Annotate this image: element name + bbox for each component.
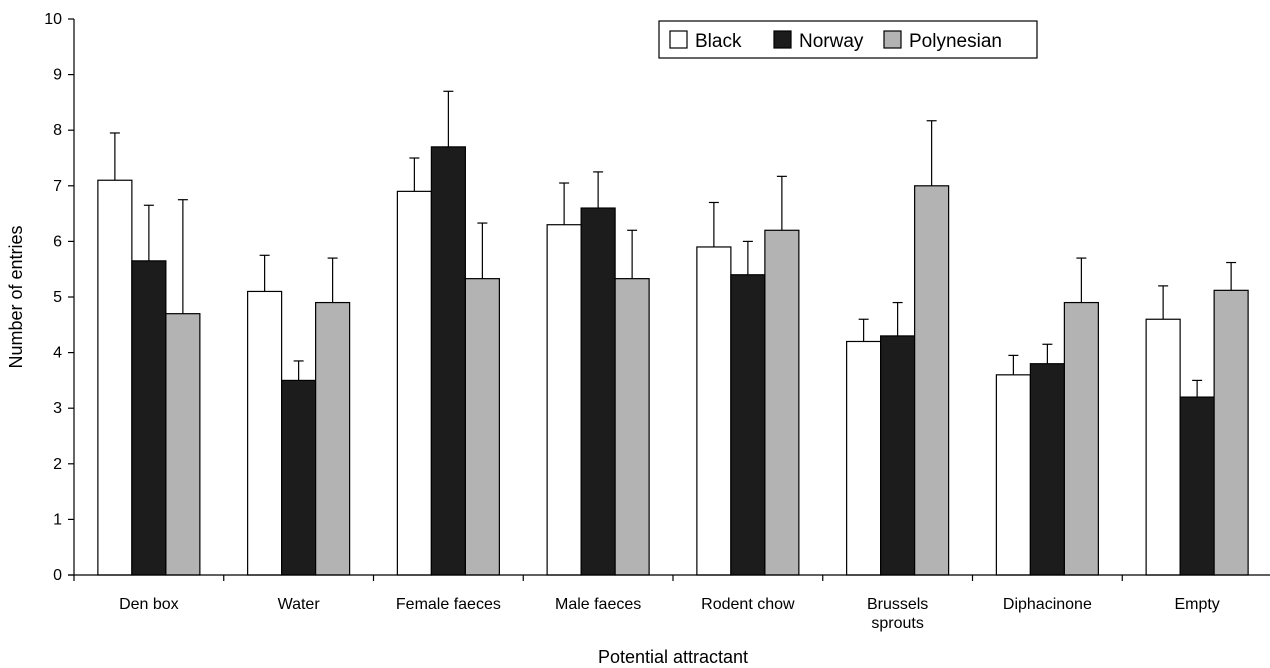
bar-polynesian-0 — [165, 313, 201, 576]
bar-norway-4 — [730, 274, 766, 576]
error-bar-polynesian-1 — [327, 257, 338, 303]
error-bar-polynesian-4 — [776, 175, 787, 231]
legend: Black Norway Polynesian — [658, 20, 1038, 59]
bars-layer — [97, 146, 1249, 576]
y-tick-label: 9 — [53, 67, 62, 84]
bar-polynesian-7 — [1213, 289, 1249, 576]
legend-box — [658, 20, 1038, 59]
error-bar-norway-0 — [143, 204, 154, 261]
x-tick-label: Water — [278, 596, 321, 613]
error-bar-black-4 — [708, 201, 719, 247]
error-bar-norway-4 — [742, 240, 753, 275]
error-bar-black-1 — [259, 254, 270, 292]
x-tick-label: Male faeces — [555, 596, 641, 613]
error-bar-black-3 — [559, 182, 570, 225]
bar-norway-3 — [580, 207, 616, 576]
y-axis-title: Number of entries — [6, 225, 26, 368]
bar-polynesian-3 — [614, 278, 650, 576]
error-bar-norway-3 — [593, 171, 604, 209]
y-tick-label: 1 — [53, 511, 62, 528]
bar-norway-2 — [430, 146, 466, 576]
bar-black-5 — [846, 340, 882, 576]
error-bar-polynesian-2 — [477, 222, 488, 279]
bar-norway-7 — [1179, 396, 1215, 576]
bar-black-4 — [696, 246, 732, 576]
legend-label-norway: Norway — [799, 31, 864, 52]
labels-layer: 0 1 2 3 4 5 6 7 8 9 10 Den box Water Female faeces Mal… — [6, 11, 1220, 667]
y-tick-label: 0 — [53, 567, 62, 584]
error-bar-norway-5 — [892, 301, 903, 336]
legend-swatch-norway — [773, 30, 792, 49]
y-tick-label: 2 — [53, 456, 62, 473]
x-tick-label: Brussels sprouts — [867, 596, 928, 632]
error-bar-polynesian-7 — [1226, 261, 1237, 291]
error-bar-black-5 — [858, 318, 869, 342]
error-bar-polynesian-6 — [1076, 257, 1087, 303]
error-bar-black-2 — [409, 157, 420, 192]
error-bar-black-6 — [1008, 354, 1019, 375]
error-bar-polynesian-3 — [627, 229, 638, 279]
legend-swatch-polynesian — [883, 30, 902, 49]
error-bar-norway-2 — [443, 90, 454, 147]
bar-black-7 — [1145, 318, 1181, 576]
legend-swatch-black — [669, 30, 688, 49]
y-tick-label: 8 — [53, 122, 62, 139]
axes-layer — [68, 18, 1270, 581]
legend-label-polynesian: Polynesian — [909, 31, 1002, 52]
bar-polynesian-2 — [464, 278, 500, 576]
error-bar-norway-1 — [293, 360, 304, 381]
bar-black-6 — [995, 374, 1031, 576]
error-bar-norway-7 — [1192, 379, 1203, 398]
x-tick-label: Den box — [119, 596, 179, 613]
y-tick-label: 5 — [53, 289, 62, 306]
bar-norway-0 — [131, 260, 167, 576]
legend-label-black: Black — [695, 31, 742, 52]
error-bar-norway-6 — [1042, 343, 1053, 364]
bar-polynesian-1 — [315, 301, 351, 576]
bar-polynesian-6 — [1063, 301, 1099, 576]
error-bar-polynesian-0 — [177, 199, 188, 314]
bar-black-2 — [396, 190, 432, 576]
x-tick-label: Empty — [1174, 596, 1219, 613]
error-bar-black-0 — [109, 132, 120, 181]
bar-black-1 — [247, 290, 283, 576]
error-bar-polynesian-5 — [926, 120, 937, 186]
bar-polynesian-4 — [764, 229, 800, 576]
x-tick-label: Diphacinone — [1003, 596, 1092, 613]
y-tick-label: 7 — [53, 178, 62, 195]
y-tick-label: 10 — [44, 11, 62, 28]
bar-polynesian-5 — [914, 185, 950, 576]
y-tick-label: 4 — [53, 345, 62, 362]
bar-norway-5 — [880, 335, 916, 576]
y-tick-label: 6 — [53, 233, 62, 250]
error-bar-black-7 — [1158, 285, 1169, 320]
bar-black-3 — [546, 224, 582, 576]
x-axis-title: Potential attractant — [598, 647, 748, 667]
bar-norway-1 — [281, 379, 317, 576]
bar-norway-6 — [1029, 363, 1065, 576]
x-tick-label: Female faeces — [396, 596, 501, 613]
x-tick-label: Rodent chow — [701, 596, 795, 613]
error-bars-layer — [109, 90, 1237, 398]
bar-black-0 — [97, 179, 133, 576]
y-tick-label: 3 — [53, 400, 62, 417]
